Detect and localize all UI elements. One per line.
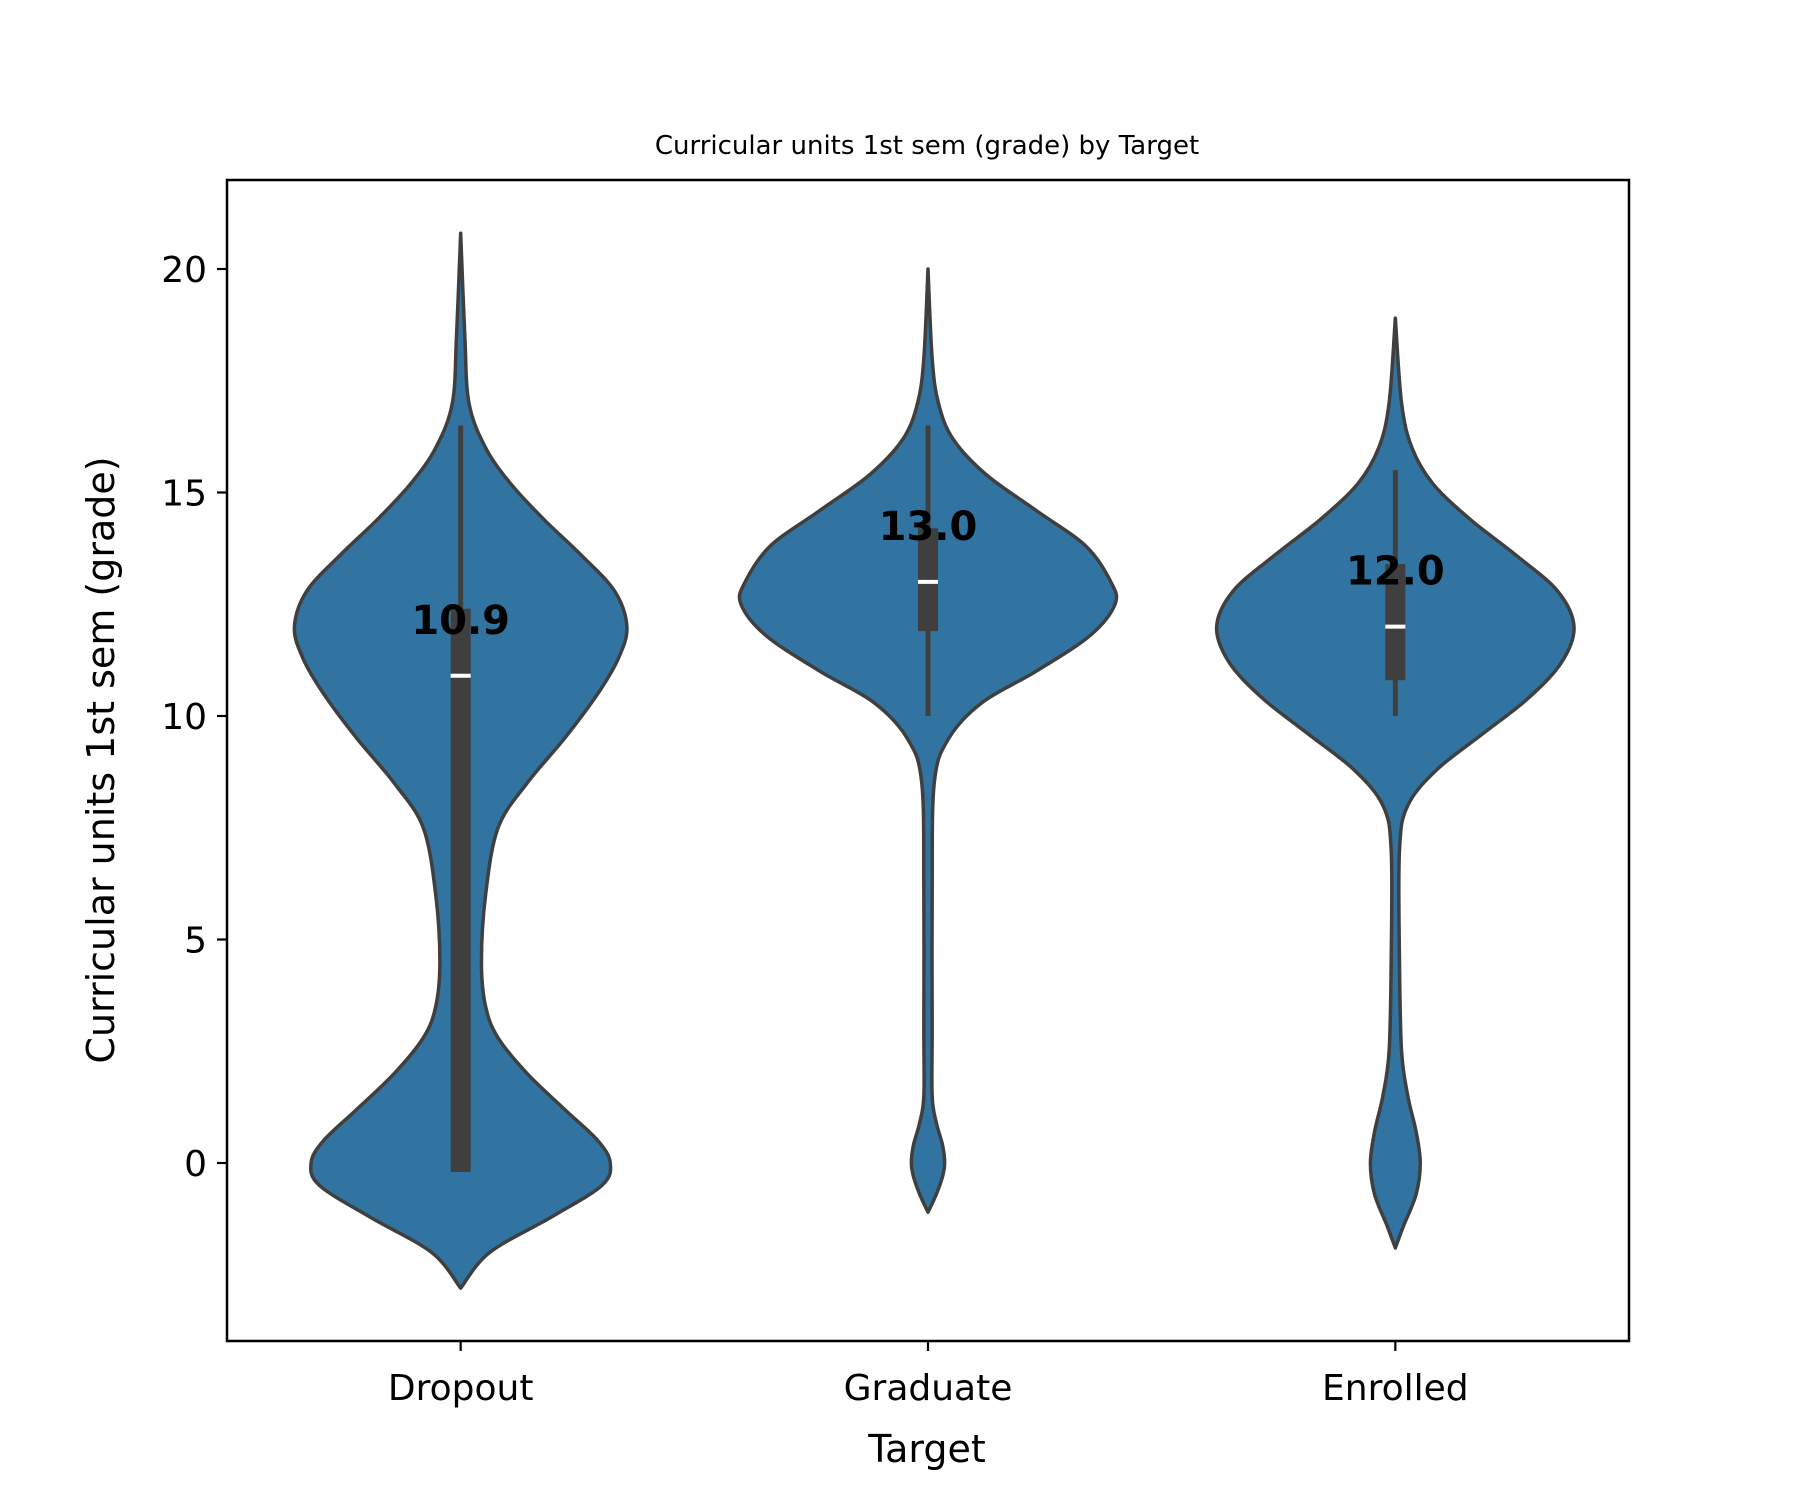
iqr-box-enrolled bbox=[1385, 564, 1406, 681]
violin-enrolled: 12.0 bbox=[1214, 316, 1576, 1250]
violin-graduate: 13.0 bbox=[737, 267, 1119, 1214]
y-tick-label-5: 5 bbox=[184, 921, 207, 962]
violin-body-enrolled bbox=[1214, 316, 1576, 1250]
chart-title: Curricular units 1st sem (grade) by Targ… bbox=[655, 131, 1199, 161]
y-axis: 0 5 10 15 20 bbox=[161, 250, 227, 1185]
y-tick-label-15: 15 bbox=[161, 474, 207, 515]
y-axis-label: Curricular units 1st sem (grade) bbox=[79, 456, 123, 1063]
y-tick-label-20: 20 bbox=[161, 250, 207, 291]
x-tick-label-enrolled: Enrolled bbox=[1322, 1368, 1469, 1409]
median-label-dropout: 10.9 bbox=[411, 598, 510, 644]
median-label-enrolled: 12.0 bbox=[1346, 549, 1445, 595]
y-tick-label-0: 0 bbox=[184, 1144, 207, 1185]
x-tick-label-graduate: Graduate bbox=[844, 1368, 1013, 1409]
x-tick-label-dropout: Dropout bbox=[388, 1368, 534, 1409]
median-label-graduate: 13.0 bbox=[879, 504, 978, 550]
y-tick-label-10: 10 bbox=[161, 697, 207, 738]
x-axis-label: Target bbox=[867, 1427, 986, 1471]
plot-area: 10.9 13.0 12.0 bbox=[292, 231, 1576, 1290]
iqr-box-dropout bbox=[450, 608, 471, 1172]
iqr-box-graduate bbox=[918, 528, 938, 632]
x-axis: Dropout Graduate Enrolled bbox=[388, 1341, 1469, 1409]
violin-dropout: 10.9 bbox=[292, 231, 629, 1290]
violin-body-graduate bbox=[737, 267, 1119, 1214]
